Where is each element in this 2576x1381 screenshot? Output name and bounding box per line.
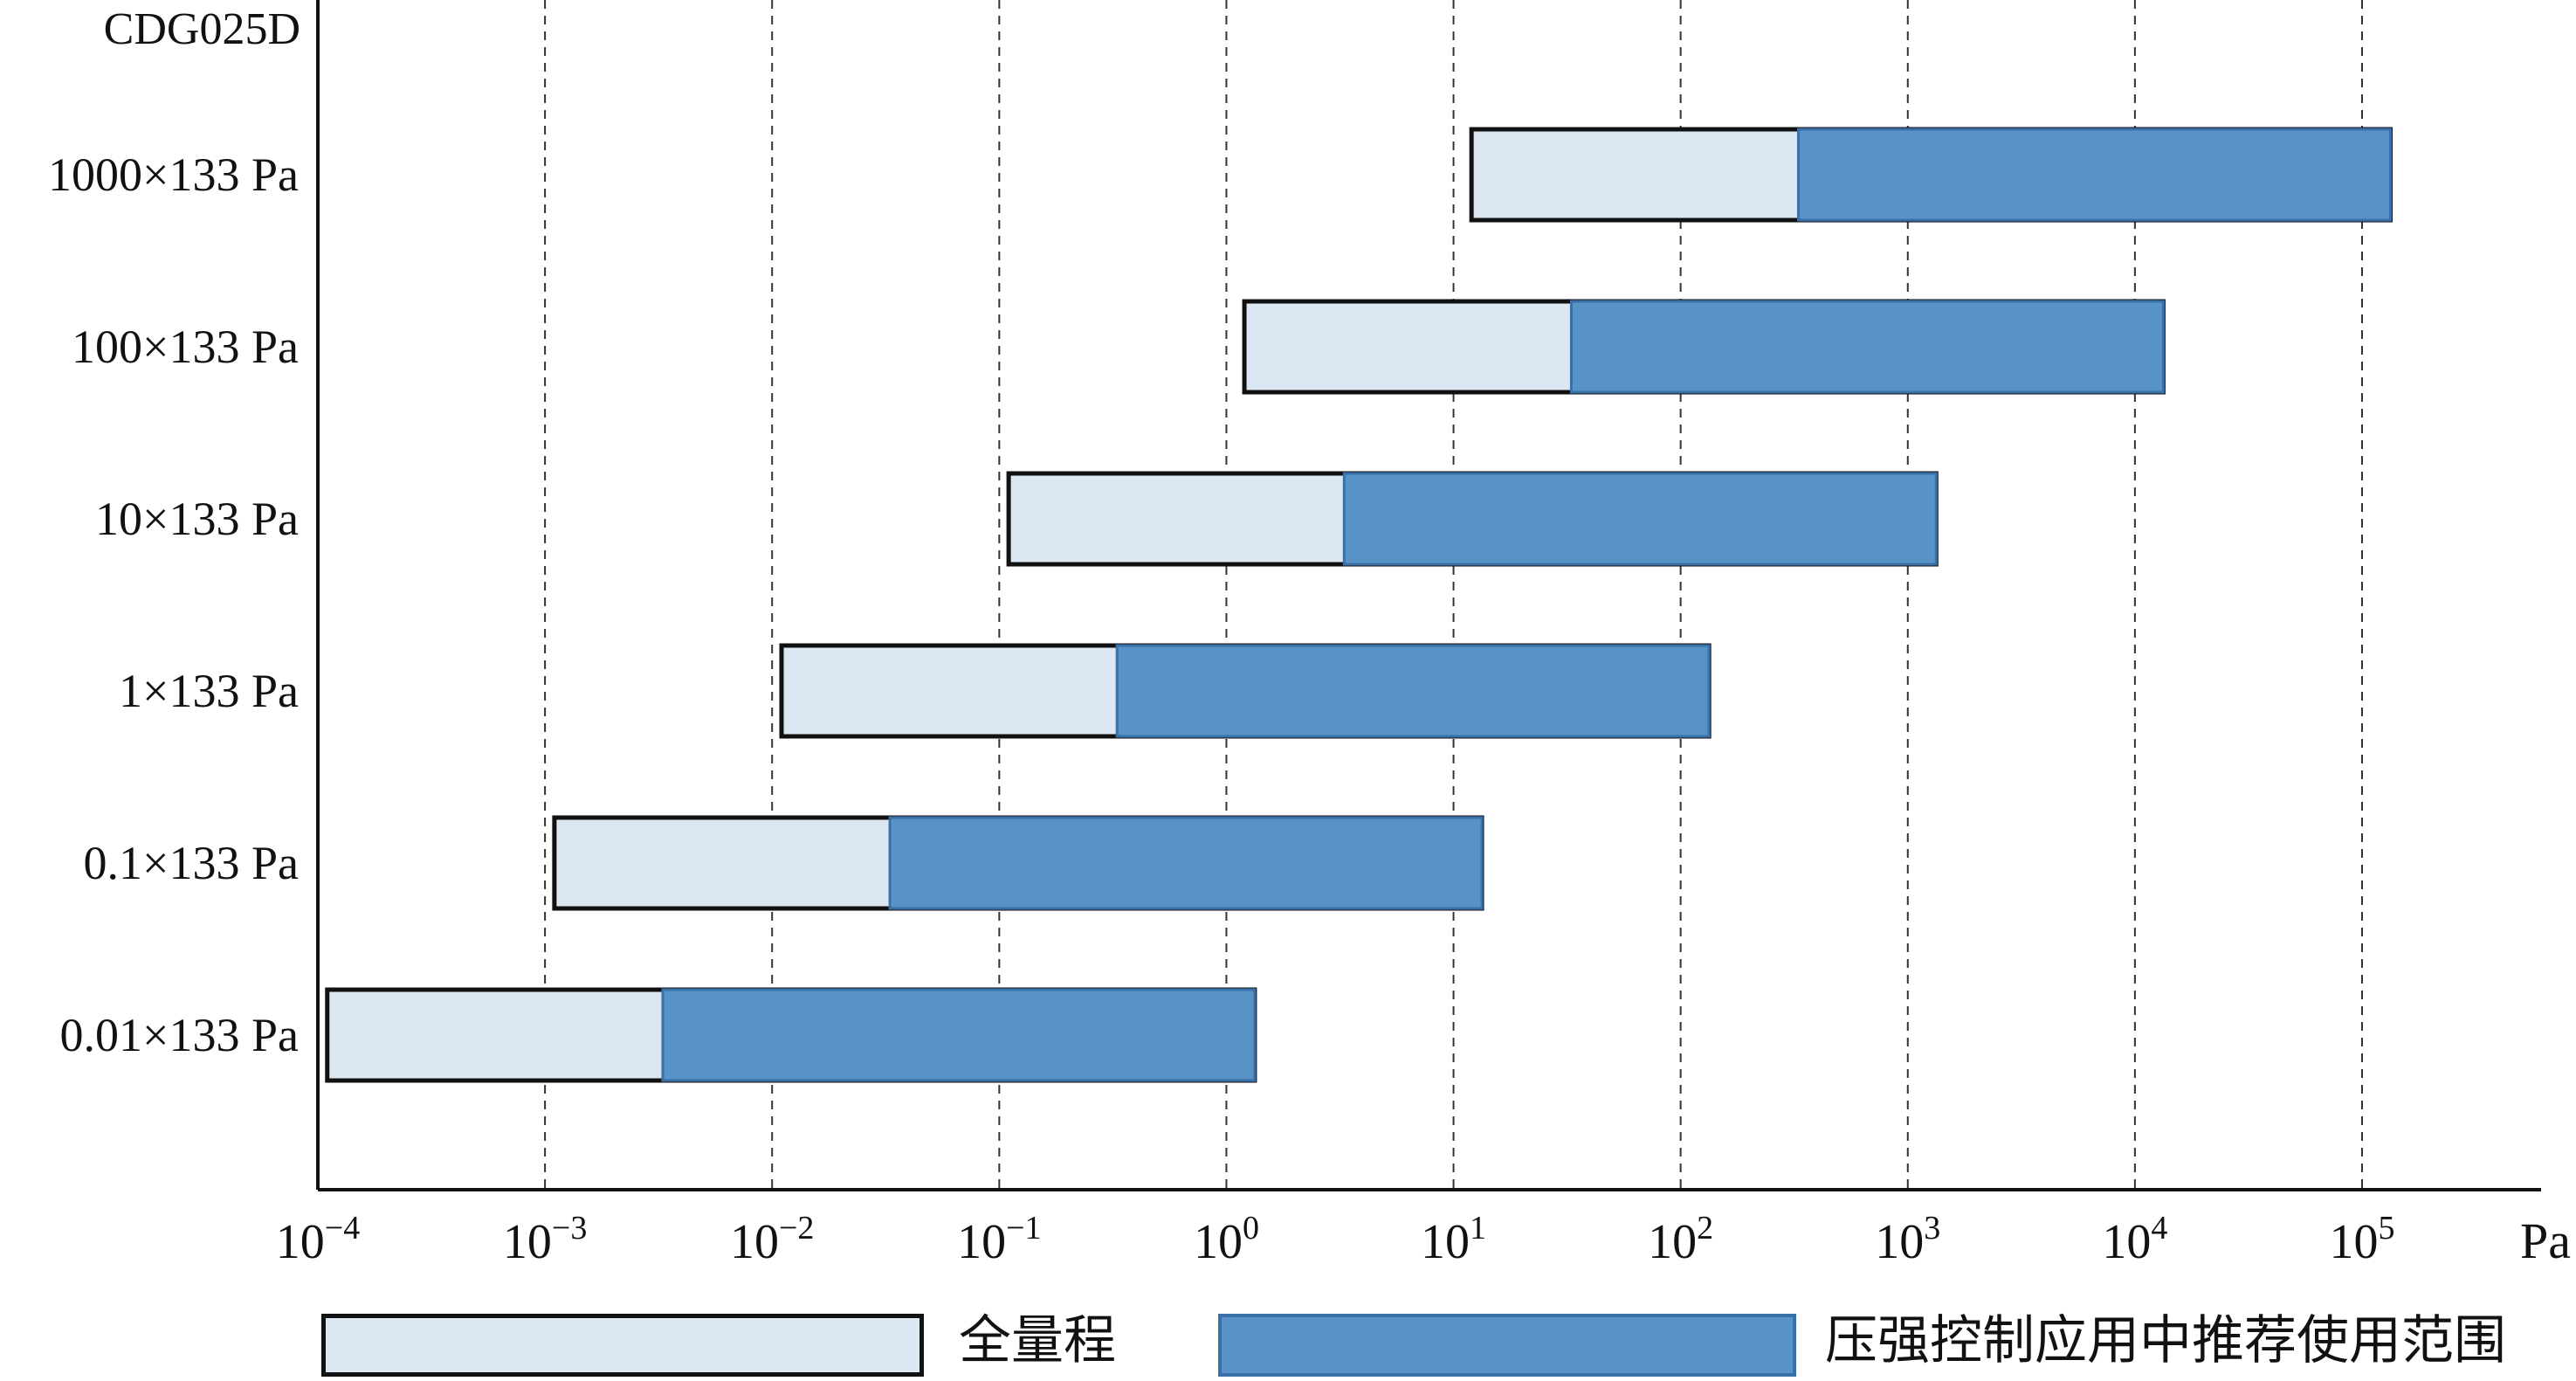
- category-labels: 1000×133 Pa 100×133 Pa 10×133 Pa 1×133 Pa 0.…: [48, 148, 299, 1061]
- legend: 全量程 压强控制应用中推荐使用范围: [0, 1302, 2576, 1381]
- bar-recommended-range: [888, 816, 1484, 910]
- bar-recommended-range: [1569, 300, 2165, 394]
- x-tick-label: 105: [2330, 1210, 2395, 1269]
- x-tick-labels: 10−4 10−3 10−2 10−1 100 101 102 103 104 105: [276, 1210, 2395, 1269]
- chart: CDG025D 1000×133 Pa 100×133 Pa 10×133 Pa 1×…: [48, 0, 2571, 1269]
- bar-recommended-range: [661, 988, 1257, 1082]
- bar-recommended-range: [1115, 644, 1711, 738]
- x-tick-label: 103: [1875, 1210, 1940, 1269]
- category-label: 100×133 Pa: [72, 321, 299, 373]
- axes: [316, 0, 2541, 1191]
- bars: [325, 127, 2393, 1083]
- x-tick-label: 104: [2102, 1210, 2167, 1269]
- x-tick-label: 102: [1648, 1210, 1713, 1269]
- corner-label: CDG025D: [104, 4, 300, 54]
- x-tick-label: 100: [1194, 1210, 1259, 1269]
- bar-recommended-range: [1342, 472, 1938, 566]
- x-tick-label: 101: [1421, 1210, 1486, 1269]
- category-label: 1000×133 Pa: [48, 148, 299, 201]
- x-unit-label: Pa: [2520, 1212, 2571, 1269]
- category-label: 1×133 Pa: [119, 665, 299, 717]
- legend-label-recommended-range: 压强控制应用中推荐使用范围: [1825, 1310, 2506, 1371]
- category-label: 10×133 Pa: [95, 493, 299, 545]
- x-tick-label: 10−2: [730, 1210, 814, 1269]
- x-tick-label: 10−4: [276, 1210, 360, 1269]
- category-label: 0.1×133 Pa: [84, 837, 299, 889]
- bar-recommended-range: [1797, 128, 2392, 222]
- legend-swatch-full-range: [321, 1314, 924, 1377]
- x-tick-label: 10−3: [503, 1210, 587, 1269]
- legend-swatch-recommended-range: [1218, 1314, 1796, 1377]
- x-tick-label: 10−1: [957, 1210, 1041, 1269]
- legend-label-full-range: 全量程: [959, 1310, 1116, 1371]
- category-label: 0.01×133 Pa: [60, 1009, 299, 1061]
